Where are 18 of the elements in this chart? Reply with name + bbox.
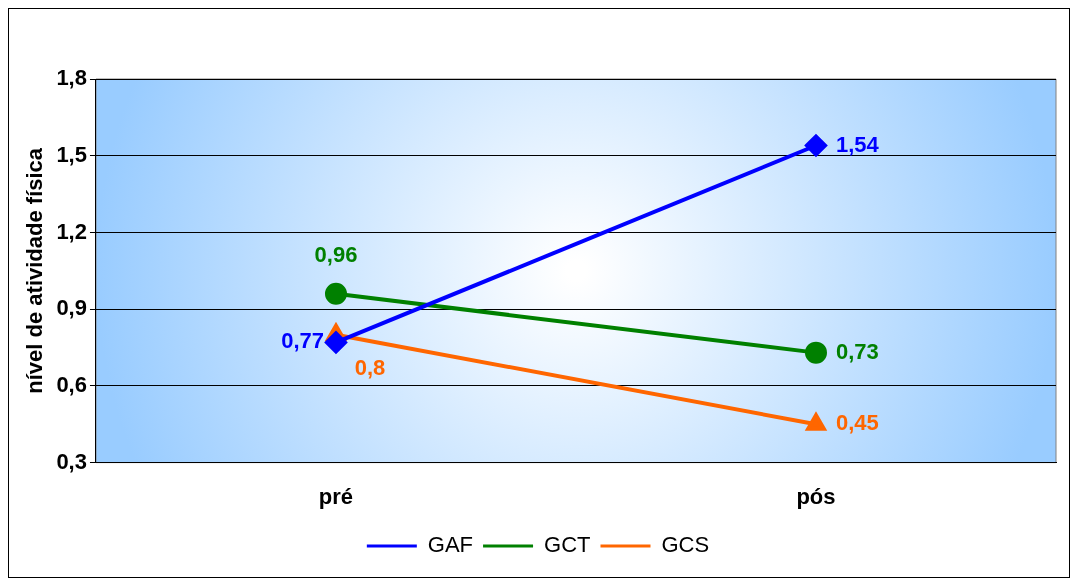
data-label: 0,8 (354, 354, 386, 380)
data-label: 0,73 (836, 338, 879, 364)
y-tick-label: 1,5 (56, 141, 87, 167)
data-label: 1,54 (836, 131, 880, 157)
legend-label: GCS (661, 532, 710, 558)
y-axis-title: nível de atividade física (22, 147, 48, 394)
y-tick-label: 1,8 (56, 65, 87, 91)
x-tick-label: pré (318, 483, 354, 509)
data-label: 0,96 (314, 241, 358, 267)
legend-label: GAF (427, 532, 474, 558)
legend-label: GCT (544, 532, 591, 558)
data-label: 0,45 (836, 410, 879, 436)
y-tick-label: 1,2 (56, 218, 87, 244)
y-tick-label: 0,6 (56, 371, 87, 397)
data-label: 0,77 (281, 328, 324, 354)
y-tick-label: 0,3 (56, 448, 87, 474)
x-tick-label: pós (796, 483, 836, 509)
y-tick-label: 0,9 (56, 295, 87, 321)
